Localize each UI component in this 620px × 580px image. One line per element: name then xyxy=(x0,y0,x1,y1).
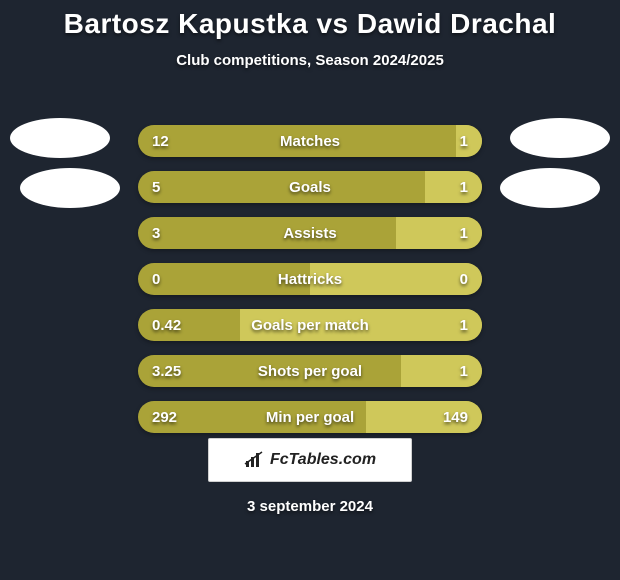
stat-value-right: 1 xyxy=(446,217,482,249)
stat-value-left: 3.25 xyxy=(138,355,195,387)
stat-row: 0 Hattricks 0 xyxy=(0,256,620,302)
stat-value-left: 0 xyxy=(138,263,174,295)
stat-value-left: 5 xyxy=(138,171,174,203)
stat-value-left: 292 xyxy=(138,401,191,433)
stat-bar: 0.42 Goals per match 1 xyxy=(138,309,482,341)
stat-bar: 5 Goals 1 xyxy=(138,171,482,203)
stat-bar: 3 Assists 1 xyxy=(138,217,482,249)
stat-value-right: 149 xyxy=(429,401,482,433)
stat-value-right: 1 xyxy=(446,309,482,341)
player-b-name: Dawid Drachal xyxy=(357,8,556,39)
stat-row: 0.42 Goals per match 1 xyxy=(0,302,620,348)
stat-value-left: 3 xyxy=(138,217,174,249)
stat-value-right: 1 xyxy=(446,355,482,387)
stat-value-left: 0.42 xyxy=(138,309,195,341)
title-joiner: vs xyxy=(308,8,357,39)
stat-bar: 12 Matches 1 xyxy=(138,125,482,157)
stat-bar: 292 Min per goal 149 xyxy=(138,401,482,433)
player-a-name: Bartosz Kapustka xyxy=(64,8,309,39)
stat-label: Matches xyxy=(138,125,482,157)
stat-row: 292 Min per goal 149 xyxy=(0,394,620,440)
stat-bar: 0 Hattricks 0 xyxy=(138,263,482,295)
date-label: 3 september 2024 xyxy=(0,498,620,515)
attribution-text: FcTables.com xyxy=(270,451,376,469)
stat-rows: 12 Matches 1 5 Goals 1 3 Assists 1 xyxy=(0,118,620,440)
stat-value-right: 1 xyxy=(446,171,482,203)
stat-bar: 3.25 Shots per goal 1 xyxy=(138,355,482,387)
attribution-logo: FcTables.com xyxy=(208,438,412,482)
stat-row: 3 Assists 1 xyxy=(0,210,620,256)
stat-value-left: 12 xyxy=(138,125,183,157)
stat-value-right: 1 xyxy=(446,125,482,157)
stat-value-right: 0 xyxy=(446,263,482,295)
stat-row: 12 Matches 1 xyxy=(0,118,620,164)
subtitle: Club competitions, Season 2024/2025 xyxy=(0,52,620,69)
stat-row: 3.25 Shots per goal 1 xyxy=(0,348,620,394)
stat-row: 5 Goals 1 xyxy=(0,164,620,210)
page-title: Bartosz Kapustka vs Dawid Drachal xyxy=(0,0,620,40)
comparison-infographic: Bartosz Kapustka vs Dawid Drachal Club c… xyxy=(0,0,620,580)
bar-chart-icon xyxy=(244,451,264,469)
